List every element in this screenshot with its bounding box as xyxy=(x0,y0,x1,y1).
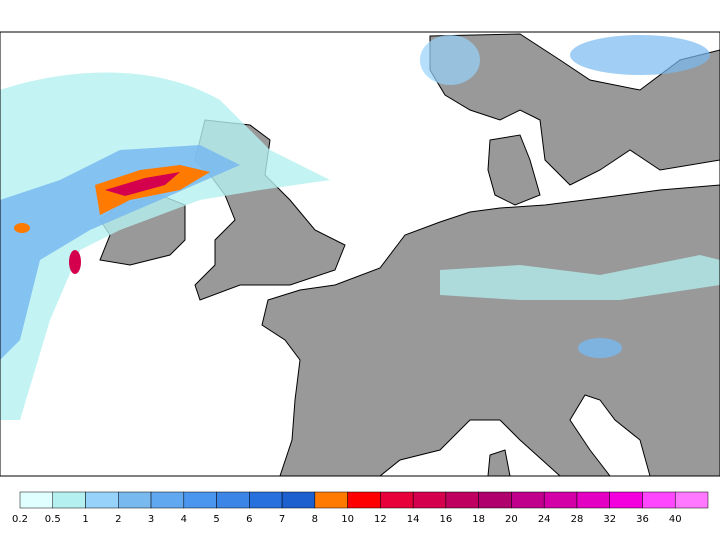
precip-area xyxy=(0,72,330,420)
legend-swatch xyxy=(380,491,414,509)
legend-label: 3 xyxy=(148,514,154,525)
legend-swatch xyxy=(412,491,447,509)
precip-area xyxy=(440,255,720,300)
legend: 0.2 0.5 1 2 3 4 5 6 7 8 10 12 14 16 18 20 24 28 32 36 40 xyxy=(12,491,709,525)
continent xyxy=(261,184,720,477)
denmark xyxy=(487,134,541,206)
precip-heavy xyxy=(105,172,180,196)
precip-area xyxy=(578,338,622,358)
legend-label: 18 xyxy=(472,514,485,525)
legend-label: 16 xyxy=(440,514,453,525)
legend-label: 5 xyxy=(213,514,219,525)
precip-heavy xyxy=(95,165,210,215)
legend-swatch xyxy=(249,491,283,509)
legend-label: 24 xyxy=(538,514,551,525)
legend-swatch xyxy=(609,491,643,509)
legend-label: 32 xyxy=(603,514,616,525)
precip-heavy xyxy=(14,223,30,233)
legend-label: 1 xyxy=(82,514,88,525)
legend-swatch xyxy=(347,491,381,509)
legend-label: 28 xyxy=(571,514,584,525)
precipitation xyxy=(0,35,720,420)
legend-label: 36 xyxy=(636,514,649,525)
map-frame xyxy=(0,31,720,477)
legend-label: 40 xyxy=(669,514,682,525)
legend-swatch xyxy=(642,491,676,509)
legend-swatch xyxy=(314,491,348,509)
map xyxy=(0,31,720,477)
legend-label: 10 xyxy=(341,514,354,525)
legend-swatch xyxy=(150,491,185,509)
precip-area xyxy=(570,35,710,75)
land xyxy=(99,33,720,477)
legend-swatch xyxy=(445,491,479,509)
legend-label: 4 xyxy=(181,514,187,525)
legend-label: 0.2 xyxy=(12,514,28,525)
legend-label: 2 xyxy=(115,514,121,525)
legend-label: 0.5 xyxy=(45,514,61,525)
legend-label: 7 xyxy=(279,514,285,525)
legend-swatch xyxy=(216,491,250,509)
legend-label: 14 xyxy=(407,514,420,525)
precip-area xyxy=(0,145,240,360)
legend-swatch xyxy=(118,491,152,509)
legend-swatch xyxy=(85,491,119,509)
legend-swatch xyxy=(478,491,512,509)
legend-label: 6 xyxy=(246,514,252,525)
legend-swatch xyxy=(576,491,610,509)
legend-swatch xyxy=(19,491,54,509)
legend-label: 8 xyxy=(312,514,318,525)
legend-swatch xyxy=(281,491,316,509)
legend-swatch xyxy=(674,491,709,509)
legend-label: 12 xyxy=(374,514,387,525)
precip-heavy xyxy=(69,250,81,274)
legend-swatch xyxy=(511,491,545,509)
legend-swatch xyxy=(183,491,217,509)
scandinavia xyxy=(429,33,720,186)
legend-swatch xyxy=(543,491,578,509)
legend-swatch xyxy=(52,491,86,509)
precip-area xyxy=(420,35,480,85)
legend-label: 20 xyxy=(505,514,518,525)
